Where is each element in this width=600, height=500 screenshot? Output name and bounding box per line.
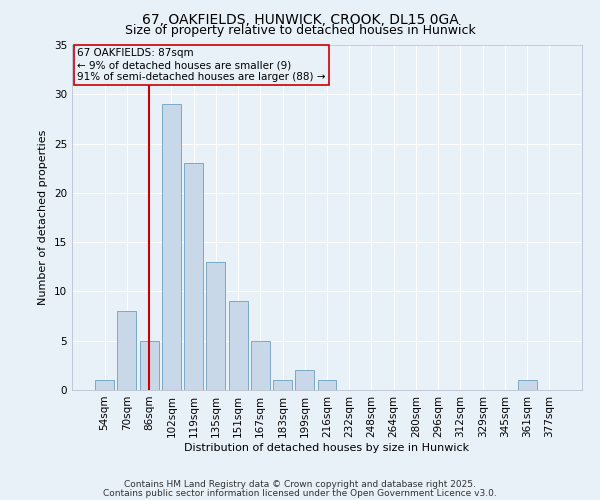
Bar xyxy=(229,302,248,390)
Bar xyxy=(251,340,270,390)
Bar xyxy=(162,104,181,390)
Bar xyxy=(118,311,136,390)
Bar xyxy=(273,380,292,390)
Text: Contains HM Land Registry data © Crown copyright and database right 2025.: Contains HM Land Registry data © Crown c… xyxy=(124,480,476,489)
Text: Size of property relative to detached houses in Hunwick: Size of property relative to detached ho… xyxy=(125,24,475,37)
Bar xyxy=(206,262,225,390)
Text: 67 OAKFIELDS: 87sqm
← 9% of detached houses are smaller (9)
91% of semi-detached: 67 OAKFIELDS: 87sqm ← 9% of detached hou… xyxy=(77,48,326,82)
Text: 67, OAKFIELDS, HUNWICK, CROOK, DL15 0GA: 67, OAKFIELDS, HUNWICK, CROOK, DL15 0GA xyxy=(142,12,458,26)
X-axis label: Distribution of detached houses by size in Hunwick: Distribution of detached houses by size … xyxy=(184,442,470,452)
Bar xyxy=(140,340,158,390)
Bar xyxy=(317,380,337,390)
Y-axis label: Number of detached properties: Number of detached properties xyxy=(38,130,49,305)
Text: Contains public sector information licensed under the Open Government Licence v3: Contains public sector information licen… xyxy=(103,488,497,498)
Bar xyxy=(518,380,536,390)
Bar xyxy=(95,380,114,390)
Bar xyxy=(295,370,314,390)
Bar xyxy=(184,164,203,390)
